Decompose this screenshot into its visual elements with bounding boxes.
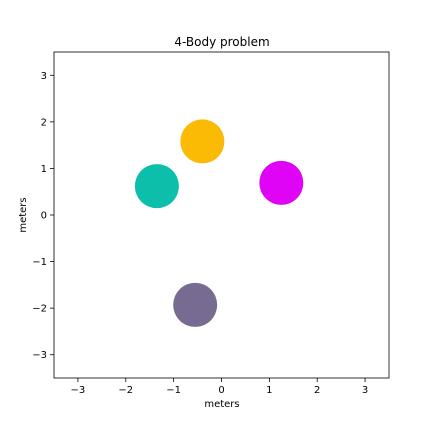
bodies-layer: [134, 119, 304, 327]
x-axis-label: meters: [204, 399, 239, 410]
chart-title: 4-Body problem: [174, 35, 269, 49]
x-tick-label: 0: [218, 385, 224, 396]
x-tick-label: −2: [118, 385, 133, 396]
x-tick-label: 1: [266, 385, 272, 396]
plot-area: [53, 51, 390, 379]
body-4: [173, 282, 218, 327]
y-tick-label: −3: [32, 350, 47, 361]
y-tick-label: 2: [41, 117, 47, 128]
y-tick-label: 1: [41, 164, 47, 175]
y-tick-label: 0: [41, 211, 47, 222]
body-3: [259, 160, 304, 205]
x-tick-label: 3: [362, 385, 368, 396]
x-tick-label: −3: [71, 385, 86, 396]
y-axis: −3 −2 −1 0 1 2 3: [32, 71, 54, 361]
y-tick-label: −1: [32, 257, 47, 268]
y-tick-label: −2: [32, 304, 47, 315]
x-tick-label: 2: [314, 385, 320, 396]
body-2: [134, 164, 179, 209]
x-tick-label: −1: [166, 385, 181, 396]
x-axis: −3 −2 −1 0 1 2 3: [71, 378, 368, 396]
body-1: [180, 119, 225, 164]
y-tick-label: 3: [41, 71, 47, 82]
y-axis-label: meters: [18, 197, 29, 232]
